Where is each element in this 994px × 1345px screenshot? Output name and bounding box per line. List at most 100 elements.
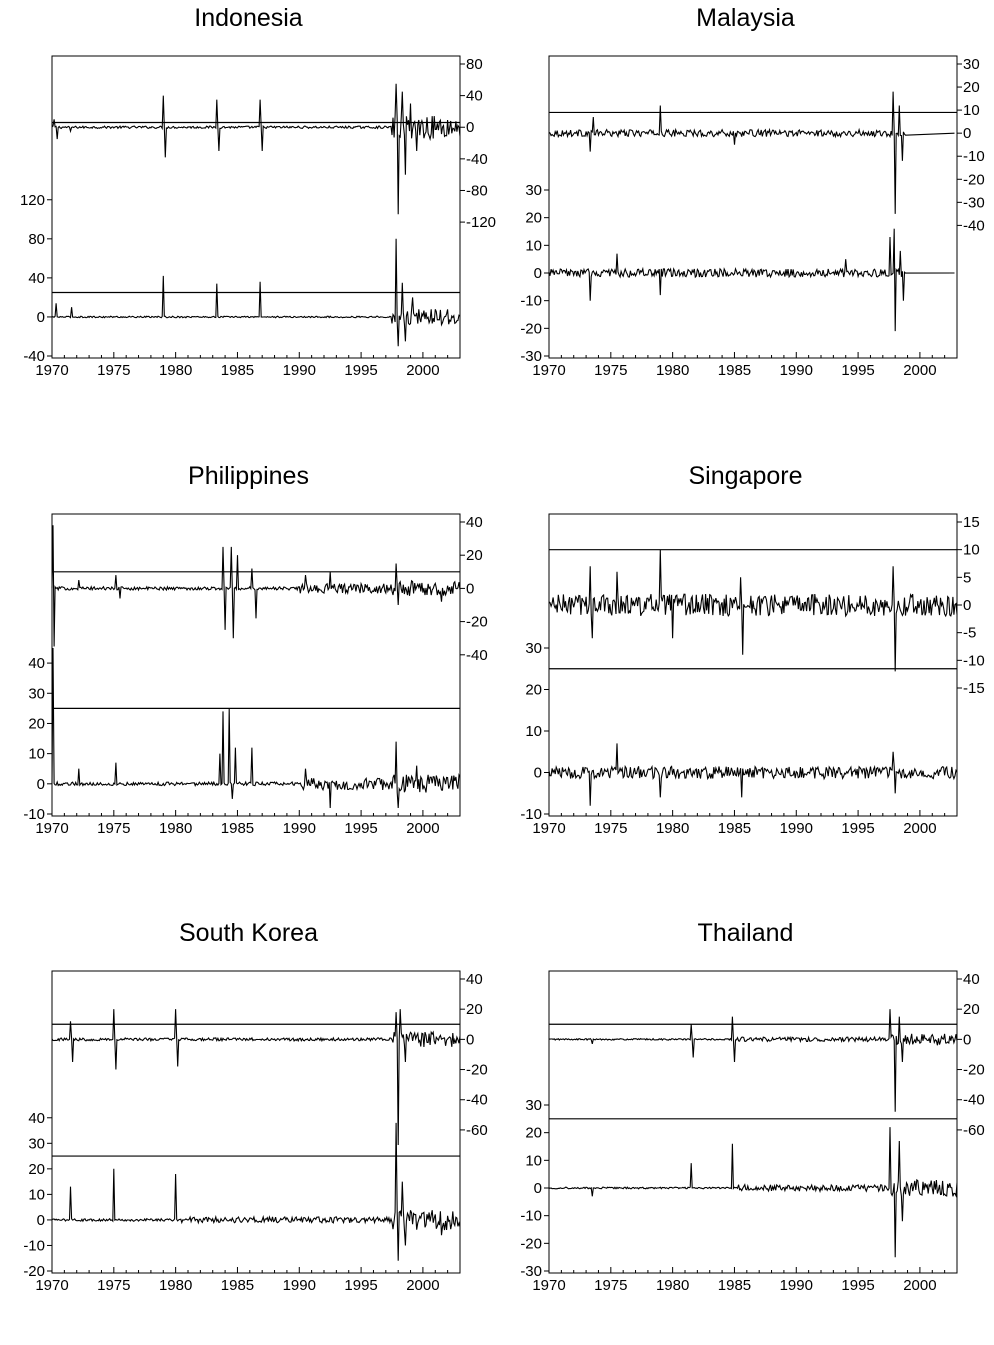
y-tick-label: -10 <box>23 1237 45 1254</box>
y-tick-label: 10 <box>963 102 980 119</box>
x-tick-label: 1985 <box>221 362 254 379</box>
chart-svg: 1970 1975 1980 1985 1990 1995 2000 40 20 0 -20 -40 -… <box>23 970 488 1294</box>
y-tick-label: -20 <box>466 614 488 631</box>
y-tick-label: 0 <box>963 125 971 142</box>
y-tick-label: -10 <box>520 1208 542 1225</box>
y-tick-label: 0 <box>534 765 542 782</box>
chart-title: Philippines <box>188 462 309 490</box>
y-tick-label: -120 <box>466 214 496 231</box>
series-line-lower <box>51 1122 461 1261</box>
y-tick-label: 20 <box>525 682 542 699</box>
y-tick-label: 120 <box>20 192 45 209</box>
y-tick-label: 40 <box>963 971 980 988</box>
x-tick-label: 1975 <box>97 1277 130 1294</box>
y-tick-label: 30 <box>28 1135 45 1152</box>
x-tick-label: 1985 <box>718 1277 751 1294</box>
x-tick-label: 1985 <box>221 1277 254 1294</box>
x-tick-label: 2000 <box>903 362 936 379</box>
x-tick-label: 1985 <box>221 820 254 837</box>
chart-title: South Korea <box>179 919 318 947</box>
x-tick-label: 1980 <box>656 820 689 837</box>
series-line-upper <box>548 549 958 672</box>
chart-title: Indonesia <box>194 4 303 32</box>
x-tick-label: 1980 <box>656 1277 689 1294</box>
x-tick-label: 1990 <box>780 362 813 379</box>
y-tick-label: 20 <box>525 1125 542 1142</box>
x-tick-label: 1995 <box>344 362 377 379</box>
x-tick-label: 1985 <box>718 820 751 837</box>
y-tick-label: -80 <box>466 182 488 199</box>
x-tick-label: 1970 <box>35 820 68 837</box>
y-tick-label: 30 <box>28 685 45 702</box>
x-tick-label: 1980 <box>656 362 689 379</box>
x-tick-label: 1970 <box>532 1277 565 1294</box>
x-tick-label: 1975 <box>594 1277 627 1294</box>
x-tick-label: 1970 <box>532 362 565 379</box>
y-tick-label: 10 <box>525 723 542 740</box>
y-tick-label: 10 <box>525 1152 542 1169</box>
y-tick-label: -40 <box>466 151 488 168</box>
x-tick-label: 2000 <box>903 820 936 837</box>
x-tick-label: 1980 <box>159 1277 192 1294</box>
x-tick-label: 1980 <box>159 362 192 379</box>
y-tick-label: -20 <box>963 1062 985 1079</box>
y-tick-label: 40 <box>466 514 483 531</box>
chart-svg: 1970 1975 1980 1985 1990 1995 2000 40 20 0 -20 -40 -… <box>520 970 985 1294</box>
chart-panel-thailand: Thailand 1970 1975 1980 1985 1990 1995 2000 40 2… <box>497 915 994 1345</box>
plot-frame <box>51 55 461 359</box>
y-tick-label: -10 <box>520 806 542 823</box>
chart-panel-singapore: Singapore 1970 1975 1980 1985 1990 1995 2000 15… <box>497 458 994 888</box>
chart-title: Thailand <box>697 919 794 947</box>
y-tick-label: -40 <box>466 647 488 664</box>
series-line-upper <box>548 91 955 214</box>
y-tick-label: -10 <box>23 806 45 823</box>
y-tick-label: 80 <box>28 231 45 248</box>
y-tick-label: 30 <box>963 56 980 73</box>
series-line-upper <box>51 1009 461 1146</box>
x-tick-label: 2000 <box>406 1277 439 1294</box>
y-tick-label: 20 <box>963 1001 980 1018</box>
chart-svg: 1970 1975 1980 1985 1990 1995 2000 15 10 5 0 -5 -10 -… <box>520 513 985 837</box>
y-tick-label: -30 <box>963 194 985 211</box>
chart-svg: 1970 1975 1980 1985 1990 1995 2000 40 20 0 -20 -40 4… <box>23 513 488 837</box>
y-tick-label: -40 <box>23 348 45 365</box>
chart-svg: 1970 1975 1980 1985 1990 1995 2000 80 40 0 -40 -80 -… <box>20 55 496 379</box>
plot-frame <box>548 55 958 359</box>
y-tick-label: 40 <box>28 1110 45 1127</box>
y-tick-label: 10 <box>28 1186 45 1203</box>
x-tick-label: 1970 <box>35 362 68 379</box>
series-line-lower <box>548 743 958 806</box>
y-tick-label: 0 <box>963 597 971 614</box>
x-tick-label: 1995 <box>841 820 874 837</box>
y-tick-label: -15 <box>963 680 985 697</box>
y-tick-label: 0 <box>466 1031 474 1048</box>
y-tick-label: -20 <box>963 171 985 188</box>
y-tick-label: 15 <box>963 514 980 531</box>
y-tick-label: 40 <box>466 971 483 988</box>
x-tick-label: 1995 <box>344 820 377 837</box>
y-tick-label: 0 <box>37 776 45 793</box>
y-tick-label: 0 <box>466 119 474 136</box>
x-tick-label: 1970 <box>35 1277 68 1294</box>
plot-frame <box>51 970 461 1274</box>
series-line-lower <box>51 238 461 347</box>
y-tick-label: -20 <box>466 1062 488 1079</box>
y-tick-label: -30 <box>520 1263 542 1280</box>
y-tick-label: -20 <box>23 1263 45 1280</box>
x-tick-label: 1990 <box>283 362 316 379</box>
x-tick-label: 1980 <box>159 820 192 837</box>
x-tick-label: 1990 <box>780 1277 813 1294</box>
y-tick-label: -10 <box>963 148 985 165</box>
y-tick-label: -10 <box>963 652 985 669</box>
plot-frame <box>51 513 461 817</box>
x-tick-label: 1975 <box>594 362 627 379</box>
y-tick-label: -5 <box>963 625 976 642</box>
y-tick-label: -30 <box>520 348 542 365</box>
y-tick-label: 0 <box>963 1031 971 1048</box>
y-tick-label: 0 <box>37 1212 45 1229</box>
y-tick-label: 10 <box>963 542 980 559</box>
y-tick-label: -40 <box>963 1092 985 1109</box>
chart-panel-indonesia: Indonesia 1970 1975 1980 1985 1990 1995 2000 80… <box>0 0 497 430</box>
y-tick-label: 30 <box>525 1097 542 1114</box>
x-tick-label: 1975 <box>97 362 130 379</box>
